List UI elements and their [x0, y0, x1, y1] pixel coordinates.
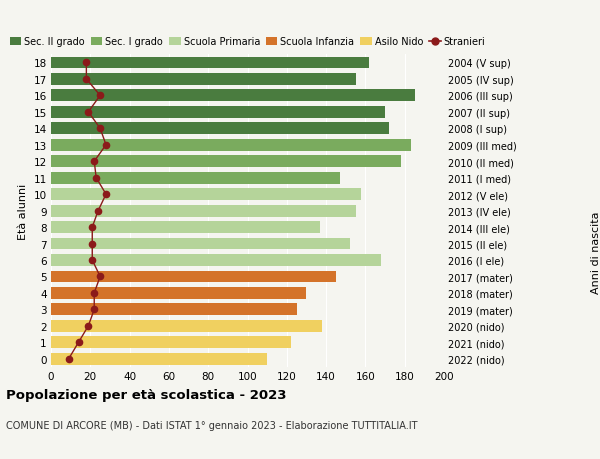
Bar — [51, 287, 307, 299]
Bar — [51, 173, 340, 184]
Bar — [51, 320, 322, 332]
Y-axis label: Età alunni: Età alunni — [18, 183, 28, 239]
Bar — [51, 189, 361, 201]
Bar — [51, 205, 356, 217]
Bar — [51, 57, 370, 69]
Text: COMUNE DI ARCORE (MB) - Dati ISTAT 1° gennaio 2023 - Elaborazione TUTTITALIA.IT: COMUNE DI ARCORE (MB) - Dati ISTAT 1° ge… — [6, 420, 418, 430]
Bar — [51, 140, 410, 151]
Bar — [51, 353, 267, 365]
Bar — [51, 106, 385, 118]
Bar — [51, 271, 336, 283]
Bar — [51, 254, 381, 266]
Bar — [51, 123, 389, 135]
Text: Anni di nascita: Anni di nascita — [591, 211, 600, 293]
Bar — [51, 156, 401, 168]
Bar — [51, 222, 320, 234]
Bar — [51, 238, 350, 250]
Bar — [51, 304, 296, 316]
Bar — [51, 336, 291, 348]
Bar — [51, 90, 415, 102]
Text: Popolazione per età scolastica - 2023: Popolazione per età scolastica - 2023 — [6, 388, 287, 401]
Legend: Sec. II grado, Sec. I grado, Scuola Primaria, Scuola Infanzia, Asilo Nido, Stran: Sec. II grado, Sec. I grado, Scuola Prim… — [10, 37, 485, 47]
Bar — [51, 74, 356, 86]
